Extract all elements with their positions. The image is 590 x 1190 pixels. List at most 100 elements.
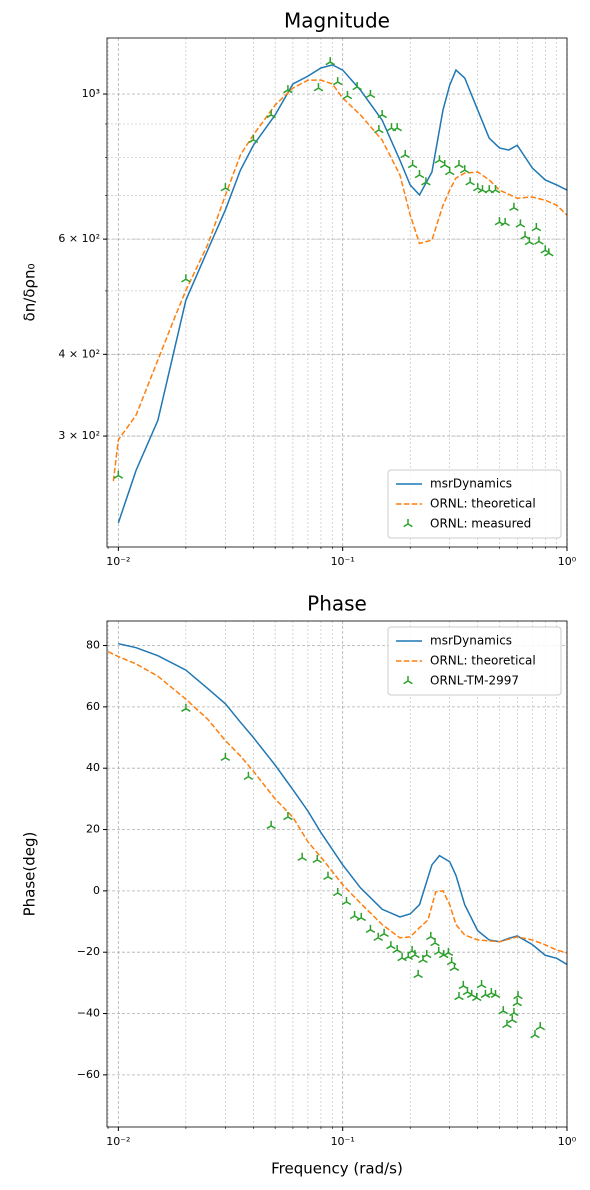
plot-area <box>107 642 567 1039</box>
marker <box>332 77 343 86</box>
x-tick-label: 10⁻² <box>106 555 130 568</box>
marker <box>283 811 293 821</box>
marker <box>509 1007 519 1017</box>
marker <box>181 703 191 712</box>
marker <box>439 159 450 169</box>
marker <box>443 947 454 957</box>
marker <box>374 125 384 134</box>
y-tick-label: 20 <box>86 823 100 836</box>
marker <box>220 183 231 192</box>
marker <box>454 991 464 1001</box>
marker <box>544 248 554 257</box>
marker <box>500 218 510 227</box>
marker <box>471 992 482 1002</box>
marker <box>297 852 307 861</box>
marker <box>421 177 431 186</box>
marker <box>312 854 322 864</box>
marker <box>356 912 367 922</box>
y-tick-label: −20 <box>77 945 100 958</box>
legend-marker <box>403 519 413 528</box>
chart-title: Magnitude <box>284 9 390 33</box>
axes-frame <box>106 620 568 1128</box>
marker <box>531 222 542 232</box>
x-tick-label: 10⁰ <box>558 1135 577 1148</box>
y-tick-label: 40 <box>86 761 100 774</box>
marker <box>486 987 497 997</box>
marker <box>434 155 445 164</box>
marker <box>181 274 191 283</box>
y-tick-label: 60 <box>86 700 100 713</box>
y-tick-label: 80 <box>86 639 100 652</box>
marker <box>323 871 333 881</box>
plot-area <box>112 57 567 524</box>
marker <box>283 85 293 94</box>
marker <box>243 771 254 781</box>
marker <box>414 169 425 179</box>
marker <box>341 896 352 906</box>
marker <box>490 185 501 194</box>
marker <box>392 945 402 954</box>
marker <box>342 91 353 100</box>
marker <box>325 57 336 66</box>
marker <box>459 165 470 174</box>
y-axis-label: δn/δρn₀ <box>21 264 39 322</box>
legend-marker <box>403 676 413 685</box>
marker <box>220 752 231 762</box>
marker <box>421 949 432 959</box>
marker <box>520 231 530 240</box>
marker <box>373 932 383 942</box>
x-tick-label: 10⁻² <box>106 1135 130 1148</box>
legend-label: ORNL: theoretical <box>430 497 536 511</box>
legend-label: ORNL-TM-2997 <box>430 674 519 688</box>
marker <box>365 924 376 934</box>
marker <box>498 1006 509 1015</box>
marker <box>490 989 501 999</box>
legend-box <box>387 626 562 696</box>
marker <box>515 219 526 228</box>
marker <box>502 1019 512 1029</box>
marker <box>352 82 362 91</box>
legend-label: ORNL: measured <box>430 517 531 531</box>
x-axis-label: Frequency (rad/s) <box>271 1160 403 1178</box>
marker <box>425 931 436 941</box>
x-tick-label: 10⁻¹ <box>331 1135 355 1148</box>
y-tick-label: 10³ <box>82 87 100 100</box>
marker <box>513 991 523 1000</box>
y-tick-label: −40 <box>77 1007 100 1020</box>
legend-label: ORNL: theoretical <box>430 654 536 668</box>
series-line <box>117 64 567 524</box>
marker <box>480 989 491 999</box>
legend: msrDynamics ORNL: theoretical ORNL-TM-2997 <box>387 626 562 696</box>
marker <box>410 949 420 959</box>
marker <box>462 987 473 996</box>
legend-box <box>387 469 562 539</box>
marker <box>465 177 475 186</box>
marker <box>430 938 440 947</box>
marker <box>413 969 423 979</box>
marker <box>379 928 389 938</box>
marker <box>509 202 519 212</box>
marker <box>454 159 464 169</box>
marker <box>400 149 410 159</box>
y-tick-label: 4 × 10² <box>58 347 100 360</box>
marker <box>392 123 402 132</box>
series-line <box>112 79 567 482</box>
y-tick-label: −60 <box>77 1068 100 1081</box>
marker <box>476 980 487 989</box>
marker <box>524 236 535 246</box>
marker <box>266 820 276 830</box>
legend: msrDynamics ORNL: theoretical ORNL: measur… <box>387 469 562 539</box>
marker <box>113 470 124 479</box>
marker <box>332 888 343 897</box>
marker <box>449 962 460 972</box>
y-tick-label: 0 <box>93 884 100 897</box>
plot: 10⁻² 10⁻¹ 10⁰ −60 −40 −20 0 20 40 60 80 Phase Freque… <box>21 592 577 1178</box>
marker <box>248 134 259 144</box>
y-tick-label: 3 × 10² <box>58 429 100 442</box>
x-tick-label: 10⁰ <box>558 555 577 568</box>
axes-frame <box>106 37 568 548</box>
legend-label: msrDynamics <box>430 634 512 648</box>
x-tick-label: 10⁻¹ <box>331 555 355 568</box>
marker <box>313 83 324 92</box>
